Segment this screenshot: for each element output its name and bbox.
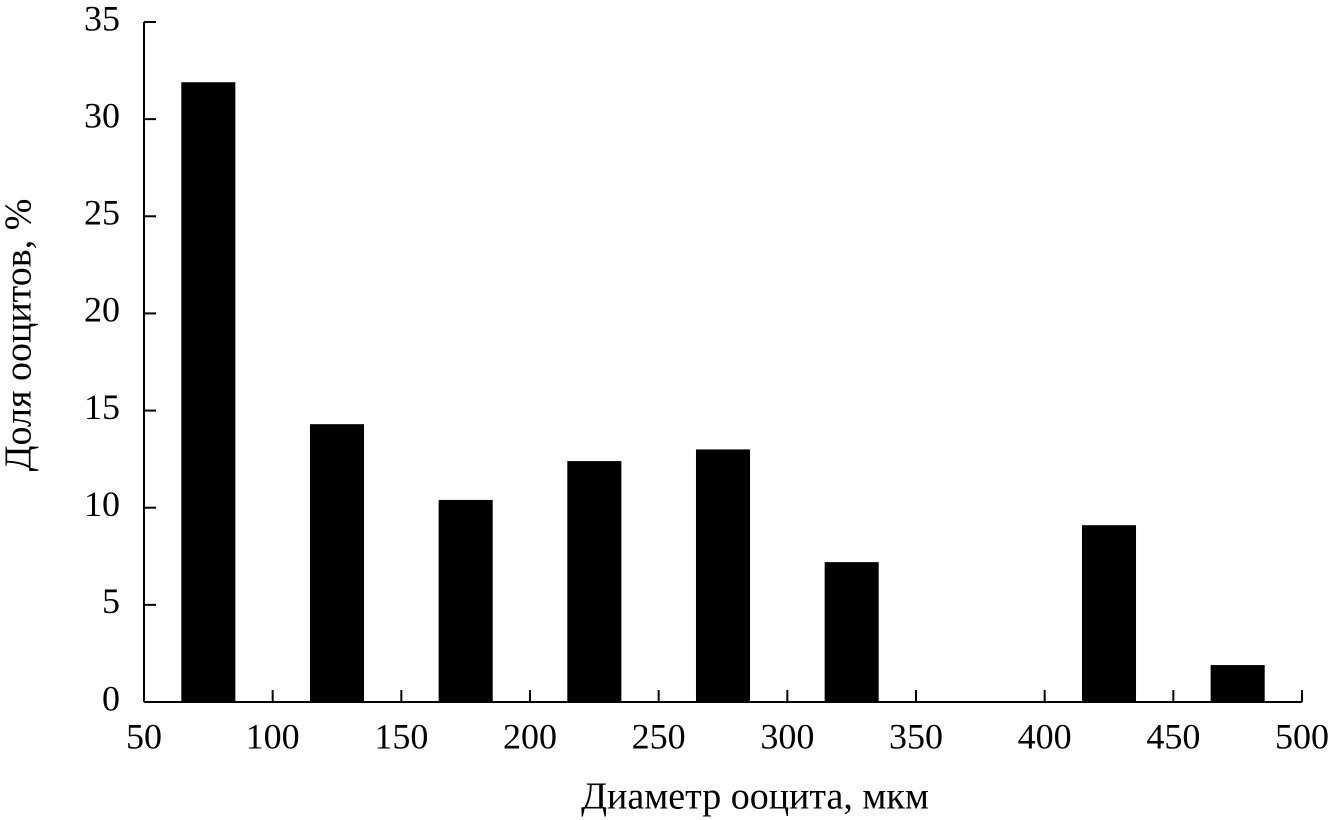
y-tick-label: 0 (102, 678, 120, 718)
y-tick-label: 20 (84, 290, 120, 330)
bar (438, 499, 493, 702)
x-tick-label: 400 (1018, 716, 1072, 756)
x-tick-label: 500 (1275, 716, 1329, 756)
x-tick-label: 100 (246, 716, 300, 756)
y-tick-label: 5 (102, 581, 120, 621)
bar (181, 82, 236, 702)
x-tick-label: 250 (632, 716, 686, 756)
x-axis-title: Диаметр ооцита, мкм (581, 776, 929, 818)
bar (1081, 525, 1137, 702)
x-tick-label: 450 (1146, 716, 1200, 756)
x-tick-label: 50 (126, 716, 162, 756)
y-tick-label: 10 (84, 484, 120, 524)
y-tick-label: 35 (84, 0, 120, 38)
y-axis-title: Доля ооцитов, % (0, 199, 40, 472)
x-tick-label: 350 (889, 716, 943, 756)
bar (824, 562, 879, 702)
y-tick-label: 30 (84, 95, 120, 135)
bar (309, 424, 365, 702)
x-tick-label: 150 (374, 716, 428, 756)
bar (1210, 665, 1265, 702)
bar (567, 461, 622, 702)
y-tick-label: 15 (84, 387, 120, 427)
y-tick-label: 25 (84, 193, 120, 233)
x-tick-label: 200 (503, 716, 557, 756)
x-tick-label: 300 (760, 716, 814, 756)
bar (695, 449, 751, 702)
